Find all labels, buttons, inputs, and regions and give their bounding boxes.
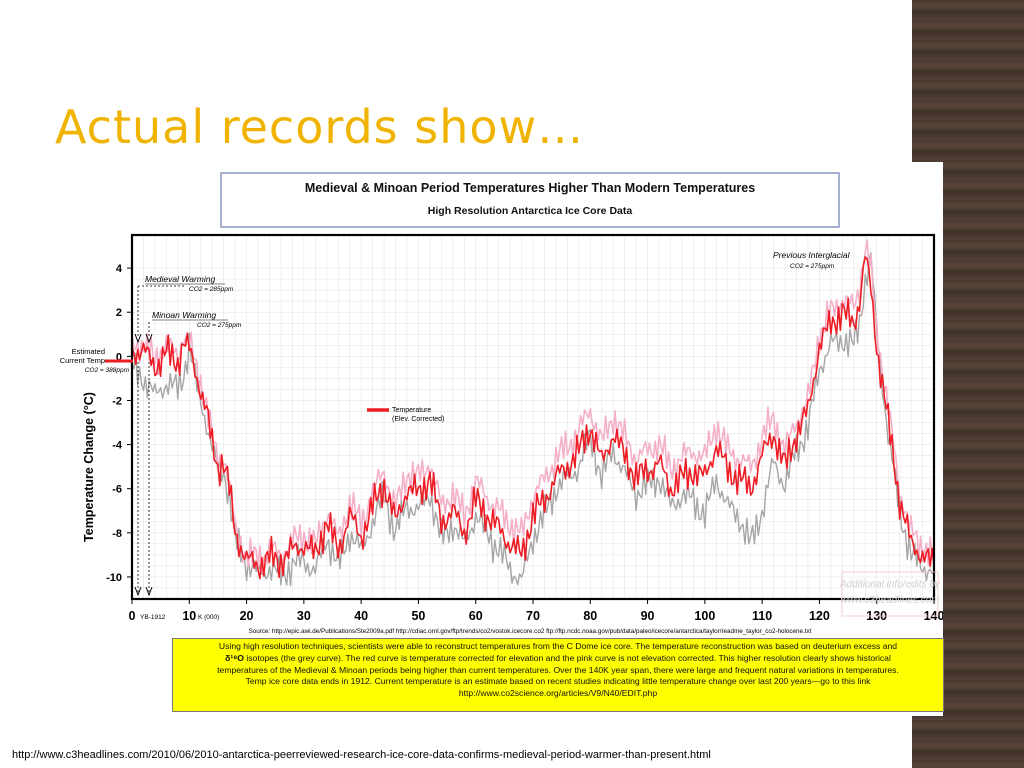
caption-line-2: δ¹⁸O isotopes (the grey curve). The red … — [179, 653, 937, 665]
y-tick-label: 4 — [116, 263, 123, 275]
minoan-warming-label: Minoan Warming — [152, 310, 216, 320]
medieval-co2-label: CO2 = 285ppm — [189, 286, 234, 293]
series-line — [131, 252, 935, 587]
caption-line-4: Temp ice core data ends in 1912. Current… — [245, 676, 871, 687]
y-tick-label: -6 — [112, 484, 122, 496]
x-tick-label: 40 — [354, 609, 368, 623]
x-tick-label: 70 — [526, 609, 540, 623]
yb-label: YB-1912 — [140, 614, 166, 621]
axis-ticks: 0 10 20 30 40 50 60 70 80 90 100 110 120 130 140420-2-… — [106, 263, 943, 623]
x-tick-label: 30 — [297, 609, 311, 623]
x-tick-label: 20 — [240, 609, 254, 623]
temperature-chart: Medieval & Minoan Period Temperatures Hi… — [60, 172, 943, 635]
current-co2-label: CO2 = 388ppm — [85, 367, 130, 374]
slide-title: Actual records show… — [55, 100, 585, 154]
interglacial-co2-label: CO2 = 275ppm — [790, 263, 835, 270]
caption-line-3: temperatures of the Medieval & Minoan pe… — [217, 664, 899, 675]
x-tick-label: 90 — [641, 609, 655, 623]
caption-line-2-text: isotopes (the grey curve). The red curve… — [243, 652, 891, 663]
watermark-line-1: Additional info/edits by — [839, 579, 941, 590]
current-temp-label: Current Temp — [60, 356, 105, 365]
figure-subtitle: High Resolution Antarctica Ice Core Data — [428, 205, 633, 217]
chart-figure: Medieval & Minoan Period Temperatures Hi… — [45, 162, 943, 716]
x-tick-label: 100 — [694, 609, 715, 623]
y-tick-label: -8 — [112, 528, 122, 540]
y-tick-label: 2 — [116, 307, 122, 319]
y-tick-label: -2 — [112, 395, 122, 407]
legend-label-temperature: Temperature — [392, 407, 431, 414]
x-tick-label: 120 — [809, 609, 830, 623]
x-tick-label: 60 — [469, 609, 483, 623]
y-tick-label: -4 — [112, 440, 123, 452]
legend-label-elev: (Elev. Corrected) — [392, 416, 444, 423]
x-tick-label: 110 — [752, 609, 772, 623]
caption-box: Using high resolution techniques, scient… — [172, 638, 944, 712]
medieval-warming-label: Medieval Warming — [145, 274, 216, 284]
y-tick-label: 0 — [116, 351, 122, 363]
watermark-line-2: www.c3headlines.com — [841, 595, 940, 606]
minoan-co2-label: CO2 = 275ppm — [197, 322, 242, 329]
source-url[interactable]: http://www.c3headlines.com/2010/06/2010-… — [12, 749, 711, 761]
x-unit-label: K (000) — [198, 614, 219, 621]
interglacial-label: Previous Interglacial — [773, 250, 851, 260]
caption-line-1: Using high resolution techniques, scient… — [218, 641, 898, 651]
delta-o18-symbol: δ¹⁸O — [225, 652, 244, 663]
x-tick-label: 0 — [129, 609, 136, 623]
x-tick-label: 10 — [182, 609, 196, 623]
source-line: Source: http://epic.awi.de/Publications/… — [249, 628, 812, 635]
figure-header-box — [220, 172, 840, 228]
estimated-label: Estimated — [72, 347, 105, 356]
caption-link[interactable]: http://www.co2science.org/articles/V9/N4… — [458, 688, 658, 699]
figure-title: Medieval & Minoan Period Temperatures Hi… — [305, 181, 755, 195]
x-tick-label: 50 — [411, 609, 425, 623]
series-line — [131, 256, 935, 580]
y-axis-label: Temperature Change (°C) — [82, 392, 96, 542]
series-group — [131, 239, 935, 587]
y-tick-label: -10 — [106, 572, 122, 584]
x-tick-label: 80 — [583, 609, 597, 623]
